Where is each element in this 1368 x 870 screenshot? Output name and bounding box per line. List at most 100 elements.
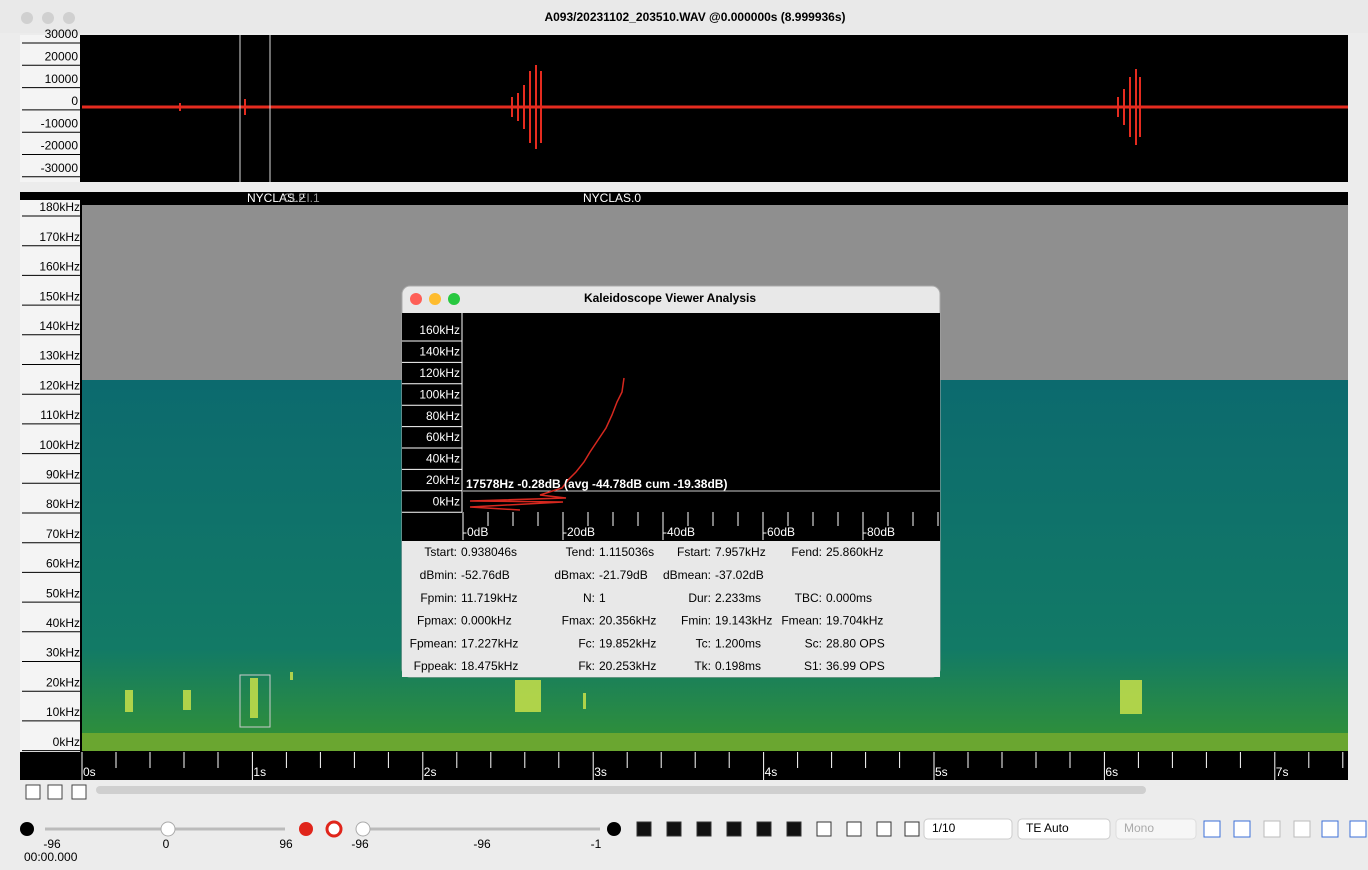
scrollbar[interactable] [96, 786, 1146, 794]
call [1120, 680, 1142, 714]
tool[interactable] [905, 822, 919, 836]
stat-value: 0.198ms [715, 659, 761, 673]
x-tick-label: -80dB [863, 525, 895, 539]
y-tick-label: 10kHz [46, 705, 80, 719]
stat-value: 0.000kHz [461, 614, 512, 628]
call [290, 672, 293, 680]
y-tick-label: 170kHz [39, 230, 80, 244]
y-tick-label: 90kHz [46, 467, 80, 481]
stats-table [402, 541, 940, 677]
stat-value: 11.719kHz [461, 591, 517, 605]
tool[interactable] [877, 822, 891, 836]
stat-value: 2.233ms [715, 591, 761, 605]
nav-button[interactable] [1322, 821, 1338, 837]
stat-label: Fk: [578, 659, 595, 673]
stat-value: 19.852kHz [599, 636, 656, 650]
monitor[interactable] [327, 822, 341, 836]
y-tick-label: 50kHz [46, 586, 80, 600]
nav-button[interactable] [1350, 821, 1366, 837]
slider-label: 0 [163, 837, 170, 851]
y-tick-label: 160kHz [419, 323, 460, 337]
slider-knob[interactable] [161, 822, 175, 836]
window-button[interactable] [42, 12, 54, 24]
slider-label: -1 [591, 837, 602, 851]
stat-value: 7.957kHz [715, 545, 766, 559]
x-tick-label: -40dB [663, 525, 695, 539]
detection-label: NYCLAS.0 [583, 191, 641, 205]
slider-label: -96 [43, 837, 61, 851]
record-level[interactable] [299, 822, 313, 836]
call [125, 690, 133, 712]
tool[interactable] [727, 822, 741, 836]
stat-label: Sc: [805, 636, 822, 650]
stat-label: dBmean: [663, 568, 711, 582]
y-tick-label: 0kHz [53, 735, 80, 749]
stat-label: Fend: [791, 545, 822, 559]
window-button[interactable] [63, 12, 75, 24]
x-tick-label: -20dB [563, 525, 595, 539]
y-tick-label: 120kHz [39, 378, 80, 392]
x-tick-label: 1s [253, 765, 266, 779]
stat-label: S1: [804, 659, 822, 673]
spectrogram-noise [82, 733, 1348, 751]
y-tick-label: 70kHz [46, 527, 80, 541]
y-tick-label: 40kHz [46, 616, 80, 630]
x-tick-label: 2s [424, 765, 437, 779]
tool[interactable] [697, 822, 711, 836]
stat-label: dBmax: [554, 568, 595, 582]
stat-label: Fppeak: [414, 659, 457, 673]
tool[interactable] [637, 822, 651, 836]
stat-value: 36.99 OPS [826, 659, 885, 673]
stat-label: Dur: [688, 591, 711, 605]
zoom-button[interactable] [448, 293, 460, 305]
window-title: A093/20231102_203510.WAV @0.000000s (8.9… [544, 10, 845, 24]
stat-value: -52.76dB [461, 568, 510, 582]
tool[interactable] [847, 822, 861, 836]
x-tick-label: 4s [765, 765, 778, 779]
y-tick-label: 80kHz [426, 409, 460, 423]
close-button[interactable] [410, 293, 422, 305]
channel-value[interactable]: Mono [1124, 821, 1154, 835]
slider-label: -96 [351, 837, 369, 851]
stat-value: 0.938046s [461, 545, 517, 559]
stat-value: 0.000ms [826, 591, 872, 605]
stat-label: Fmax: [562, 614, 595, 628]
y-tick-label: 30kHz [46, 646, 80, 660]
nav-button[interactable] [1234, 821, 1250, 837]
x-tick-label: 6s [1105, 765, 1118, 779]
call [183, 690, 191, 710]
y-tick-label: -20000 [41, 139, 79, 153]
page-value[interactable]: 1/10 [932, 821, 956, 835]
stat-value: 1 [599, 591, 606, 605]
zoom-fit[interactable] [72, 785, 86, 799]
window-button[interactable] [21, 12, 33, 24]
mode-value[interactable]: TE Auto [1026, 821, 1069, 835]
zoom-out[interactable] [48, 785, 62, 799]
stat-label: Fpmin: [420, 591, 457, 605]
call [250, 678, 258, 718]
record-button[interactable] [20, 822, 34, 836]
nav-button[interactable] [1294, 821, 1310, 837]
dialog-title: Kaleidoscope Viewer Analysis [584, 291, 756, 305]
stat-label: Tk: [694, 659, 711, 673]
nav-button[interactable] [1204, 821, 1220, 837]
y-tick-label: 100kHz [39, 438, 80, 452]
nav-button[interactable] [1264, 821, 1280, 837]
tool[interactable] [667, 822, 681, 836]
minimize-button[interactable] [429, 293, 441, 305]
y-tick-label: 0kHz [433, 494, 460, 508]
y-tick-label: 160kHz [39, 260, 80, 274]
stat-value: 20.253kHz [599, 659, 656, 673]
tool[interactable] [757, 822, 771, 836]
y-tick-label: 100kHz [419, 387, 460, 401]
tool[interactable] [607, 822, 621, 836]
zoom-in[interactable] [26, 785, 40, 799]
x-tick-label: 0s [83, 765, 96, 779]
y-tick-label: 180kHz [39, 200, 80, 214]
tool[interactable] [817, 822, 831, 836]
stat-label: dBmin: [420, 568, 457, 582]
tool[interactable] [787, 822, 801, 836]
stat-value: -37.02dB [715, 568, 764, 582]
stat-value: 20.356kHz [599, 614, 656, 628]
slider-knob[interactable] [356, 822, 370, 836]
